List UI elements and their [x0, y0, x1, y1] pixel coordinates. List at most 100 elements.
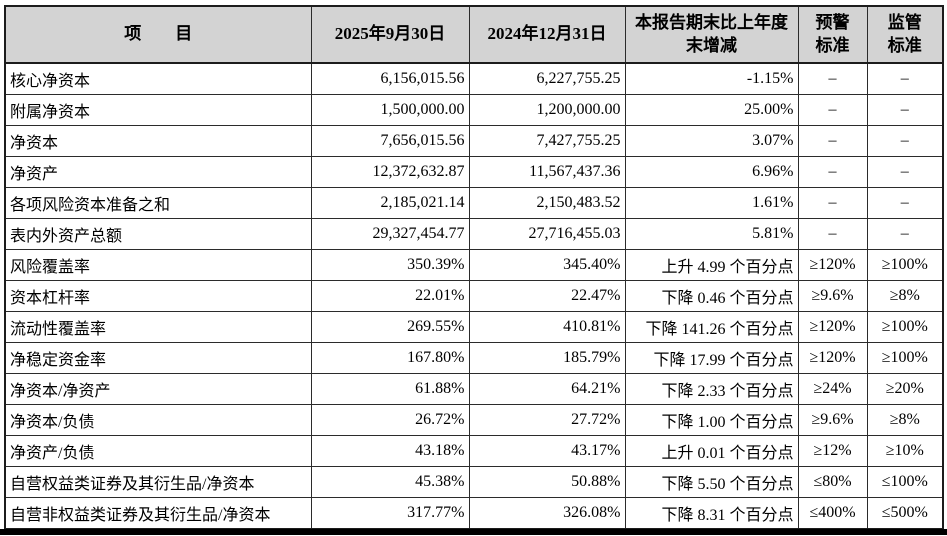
item-cell: 核心净资本: [4, 62, 312, 95]
value-2024-cell: 11,567,437.36: [468, 156, 626, 188]
item-cell: 各项风险资本准备之和: [4, 187, 312, 219]
table-row: 核心净资本 6,156,015.56 6,227,755.25 -1.15% –…: [4, 62, 944, 95]
change-cell: 下降 1.00 个百分点: [624, 404, 799, 436]
table-row: 表内外资产总额 29,327,454.77 27,716,455.03 5.81…: [4, 218, 944, 250]
value-2024-cell: 6,227,755.25: [468, 62, 626, 95]
value-2025-cell: 45.38%: [310, 466, 470, 498]
value-2024-cell: 43.17%: [468, 435, 626, 467]
warning-standard-cell: –: [797, 94, 868, 126]
warning-standard-cell: ≥9.6%: [797, 404, 868, 436]
item-cell: 自营权益类证券及其衍生品/净资本: [4, 466, 312, 498]
value-2024-cell: 345.40%: [468, 249, 626, 281]
value-2024-cell: 2,150,483.52: [468, 187, 626, 219]
col-header-regulatory-standard: 监管 标准: [866, 5, 944, 64]
regulatory-standard-cell: –: [866, 94, 944, 126]
regulatory-standard-cell: –: [866, 187, 944, 219]
table-row: 资本杠杆率 22.01% 22.47% 下降 0.46 个百分点 ≥9.6% ≥…: [4, 280, 944, 312]
regulatory-standard-cell: ≥20%: [866, 373, 944, 405]
table-row: 净稳定资金率 167.80% 185.79% 下降 17.99 个百分点 ≥12…: [4, 342, 944, 374]
value-2025-cell: 6,156,015.56: [310, 62, 470, 95]
item-cell: 净稳定资金率: [4, 342, 312, 374]
warning-standard-cell: –: [797, 156, 868, 188]
regulatory-standard-cell: –: [866, 218, 944, 250]
item-cell: 净资产/负债: [4, 435, 312, 467]
table-row: 净资本/净资产 61.88% 64.21% 下降 2.33 个百分点 ≥24% …: [4, 373, 944, 405]
change-cell: -1.15%: [624, 62, 799, 95]
value-2025-cell: 43.18%: [310, 435, 470, 467]
regulatory-standard-cell: ≤500%: [866, 497, 944, 530]
value-2025-cell: 269.55%: [310, 311, 470, 343]
item-cell: 自营非权益类证券及其衍生品/净资本: [4, 497, 312, 530]
table-row: 各项风险资本准备之和 2,185,021.14 2,150,483.52 1.6…: [4, 187, 944, 219]
warning-standard-cell: ≥120%: [797, 342, 868, 374]
regulatory-standard-cell: ≥8%: [866, 404, 944, 436]
warning-standard-cell: ≥9.6%: [797, 280, 868, 312]
value-2024-cell: 1,200,000.00: [468, 94, 626, 126]
col-header-item: 项 目: [4, 5, 312, 64]
col-header-date-2024: 2024年12月31日: [468, 5, 626, 64]
change-cell: 下降 5.50 个百分点: [624, 466, 799, 498]
table-row: 自营非权益类证券及其衍生品/净资本 317.77% 326.08% 下降 8.3…: [4, 497, 944, 530]
table-row: 净资产/负债 43.18% 43.17% 上升 0.01 个百分点 ≥12% ≥…: [4, 435, 944, 467]
value-2025-cell: 317.77%: [310, 497, 470, 530]
value-2025-cell: 61.88%: [310, 373, 470, 405]
value-2025-cell: 22.01%: [310, 280, 470, 312]
table-row: 风险覆盖率 350.39% 345.40% 上升 4.99 个百分点 ≥120%…: [4, 249, 944, 281]
change-cell: 25.00%: [624, 94, 799, 126]
value-2024-cell: 326.08%: [468, 497, 626, 530]
value-2024-cell: 22.47%: [468, 280, 626, 312]
change-cell: 3.07%: [624, 125, 799, 157]
item-cell: 表内外资产总额: [4, 218, 312, 250]
regulatory-standard-cell: –: [866, 62, 944, 95]
change-cell: 上升 4.99 个百分点: [624, 249, 799, 281]
col-header-change: 本报告期末比上年度 末增减: [624, 5, 799, 64]
item-cell: 净资本: [4, 125, 312, 157]
col-header-date-2025: 2025年9月30日: [310, 5, 470, 64]
item-cell: 风险覆盖率: [4, 249, 312, 281]
item-cell: 净资本/负债: [4, 404, 312, 436]
regulatory-standard-cell: –: [866, 156, 944, 188]
value-2025-cell: 7,656,015.56: [310, 125, 470, 157]
table-row: 自营权益类证券及其衍生品/净资本 45.38% 50.88% 下降 5.50 个…: [4, 466, 944, 498]
regulatory-standard-cell: ≥8%: [866, 280, 944, 312]
value-2025-cell: 29,327,454.77: [310, 218, 470, 250]
item-cell: 流动性覆盖率: [4, 311, 312, 343]
value-2024-cell: 50.88%: [468, 466, 626, 498]
value-2024-cell: 64.21%: [468, 373, 626, 405]
item-cell: 净资本/净资产: [4, 373, 312, 405]
warning-standard-cell: ≥12%: [797, 435, 868, 467]
risk-indicators-table: 项 目 2025年9月30日 2024年12月31日 本报告期末比上年度 末增减…: [4, 5, 944, 530]
change-cell: 下降 2.33 个百分点: [624, 373, 799, 405]
change-cell: 下降 141.26 个百分点: [624, 311, 799, 343]
value-2025-cell: 26.72%: [310, 404, 470, 436]
value-2024-cell: 27,716,455.03: [468, 218, 626, 250]
value-2025-cell: 167.80%: [310, 342, 470, 374]
value-2025-cell: 12,372,632.87: [310, 156, 470, 188]
table-body: 核心净资本 6,156,015.56 6,227,755.25 -1.15% –…: [4, 62, 944, 530]
regulatory-standard-cell: ≥10%: [866, 435, 944, 467]
warning-standard-cell: –: [797, 187, 868, 219]
warning-standard-cell: –: [797, 218, 868, 250]
change-cell: 6.96%: [624, 156, 799, 188]
regulatory-standard-cell: ≥100%: [866, 342, 944, 374]
change-cell: 下降 0.46 个百分点: [624, 280, 799, 312]
table-row: 净资本/负债 26.72% 27.72% 下降 1.00 个百分点 ≥9.6% …: [4, 404, 944, 436]
regulatory-standard-cell: ≥100%: [866, 311, 944, 343]
value-2024-cell: 410.81%: [468, 311, 626, 343]
table-row: 净资本 7,656,015.56 7,427,755.25 3.07% – –: [4, 125, 944, 157]
warning-standard-cell: –: [797, 125, 868, 157]
regulatory-standard-cell: –: [866, 125, 944, 157]
change-cell: 下降 17.99 个百分点: [624, 342, 799, 374]
table-row: 流动性覆盖率 269.55% 410.81% 下降 141.26 个百分点 ≥1…: [4, 311, 944, 343]
item-cell: 资本杠杆率: [4, 280, 312, 312]
warning-standard-cell: ≥120%: [797, 249, 868, 281]
col-header-warning-standard: 预警 标准: [797, 5, 868, 64]
item-cell: 净资产: [4, 156, 312, 188]
item-cell: 附属净资本: [4, 94, 312, 126]
value-2025-cell: 2,185,021.14: [310, 187, 470, 219]
warning-standard-cell: ≥120%: [797, 311, 868, 343]
value-2024-cell: 7,427,755.25: [468, 125, 626, 157]
value-2025-cell: 350.39%: [310, 249, 470, 281]
value-2024-cell: 185.79%: [468, 342, 626, 374]
